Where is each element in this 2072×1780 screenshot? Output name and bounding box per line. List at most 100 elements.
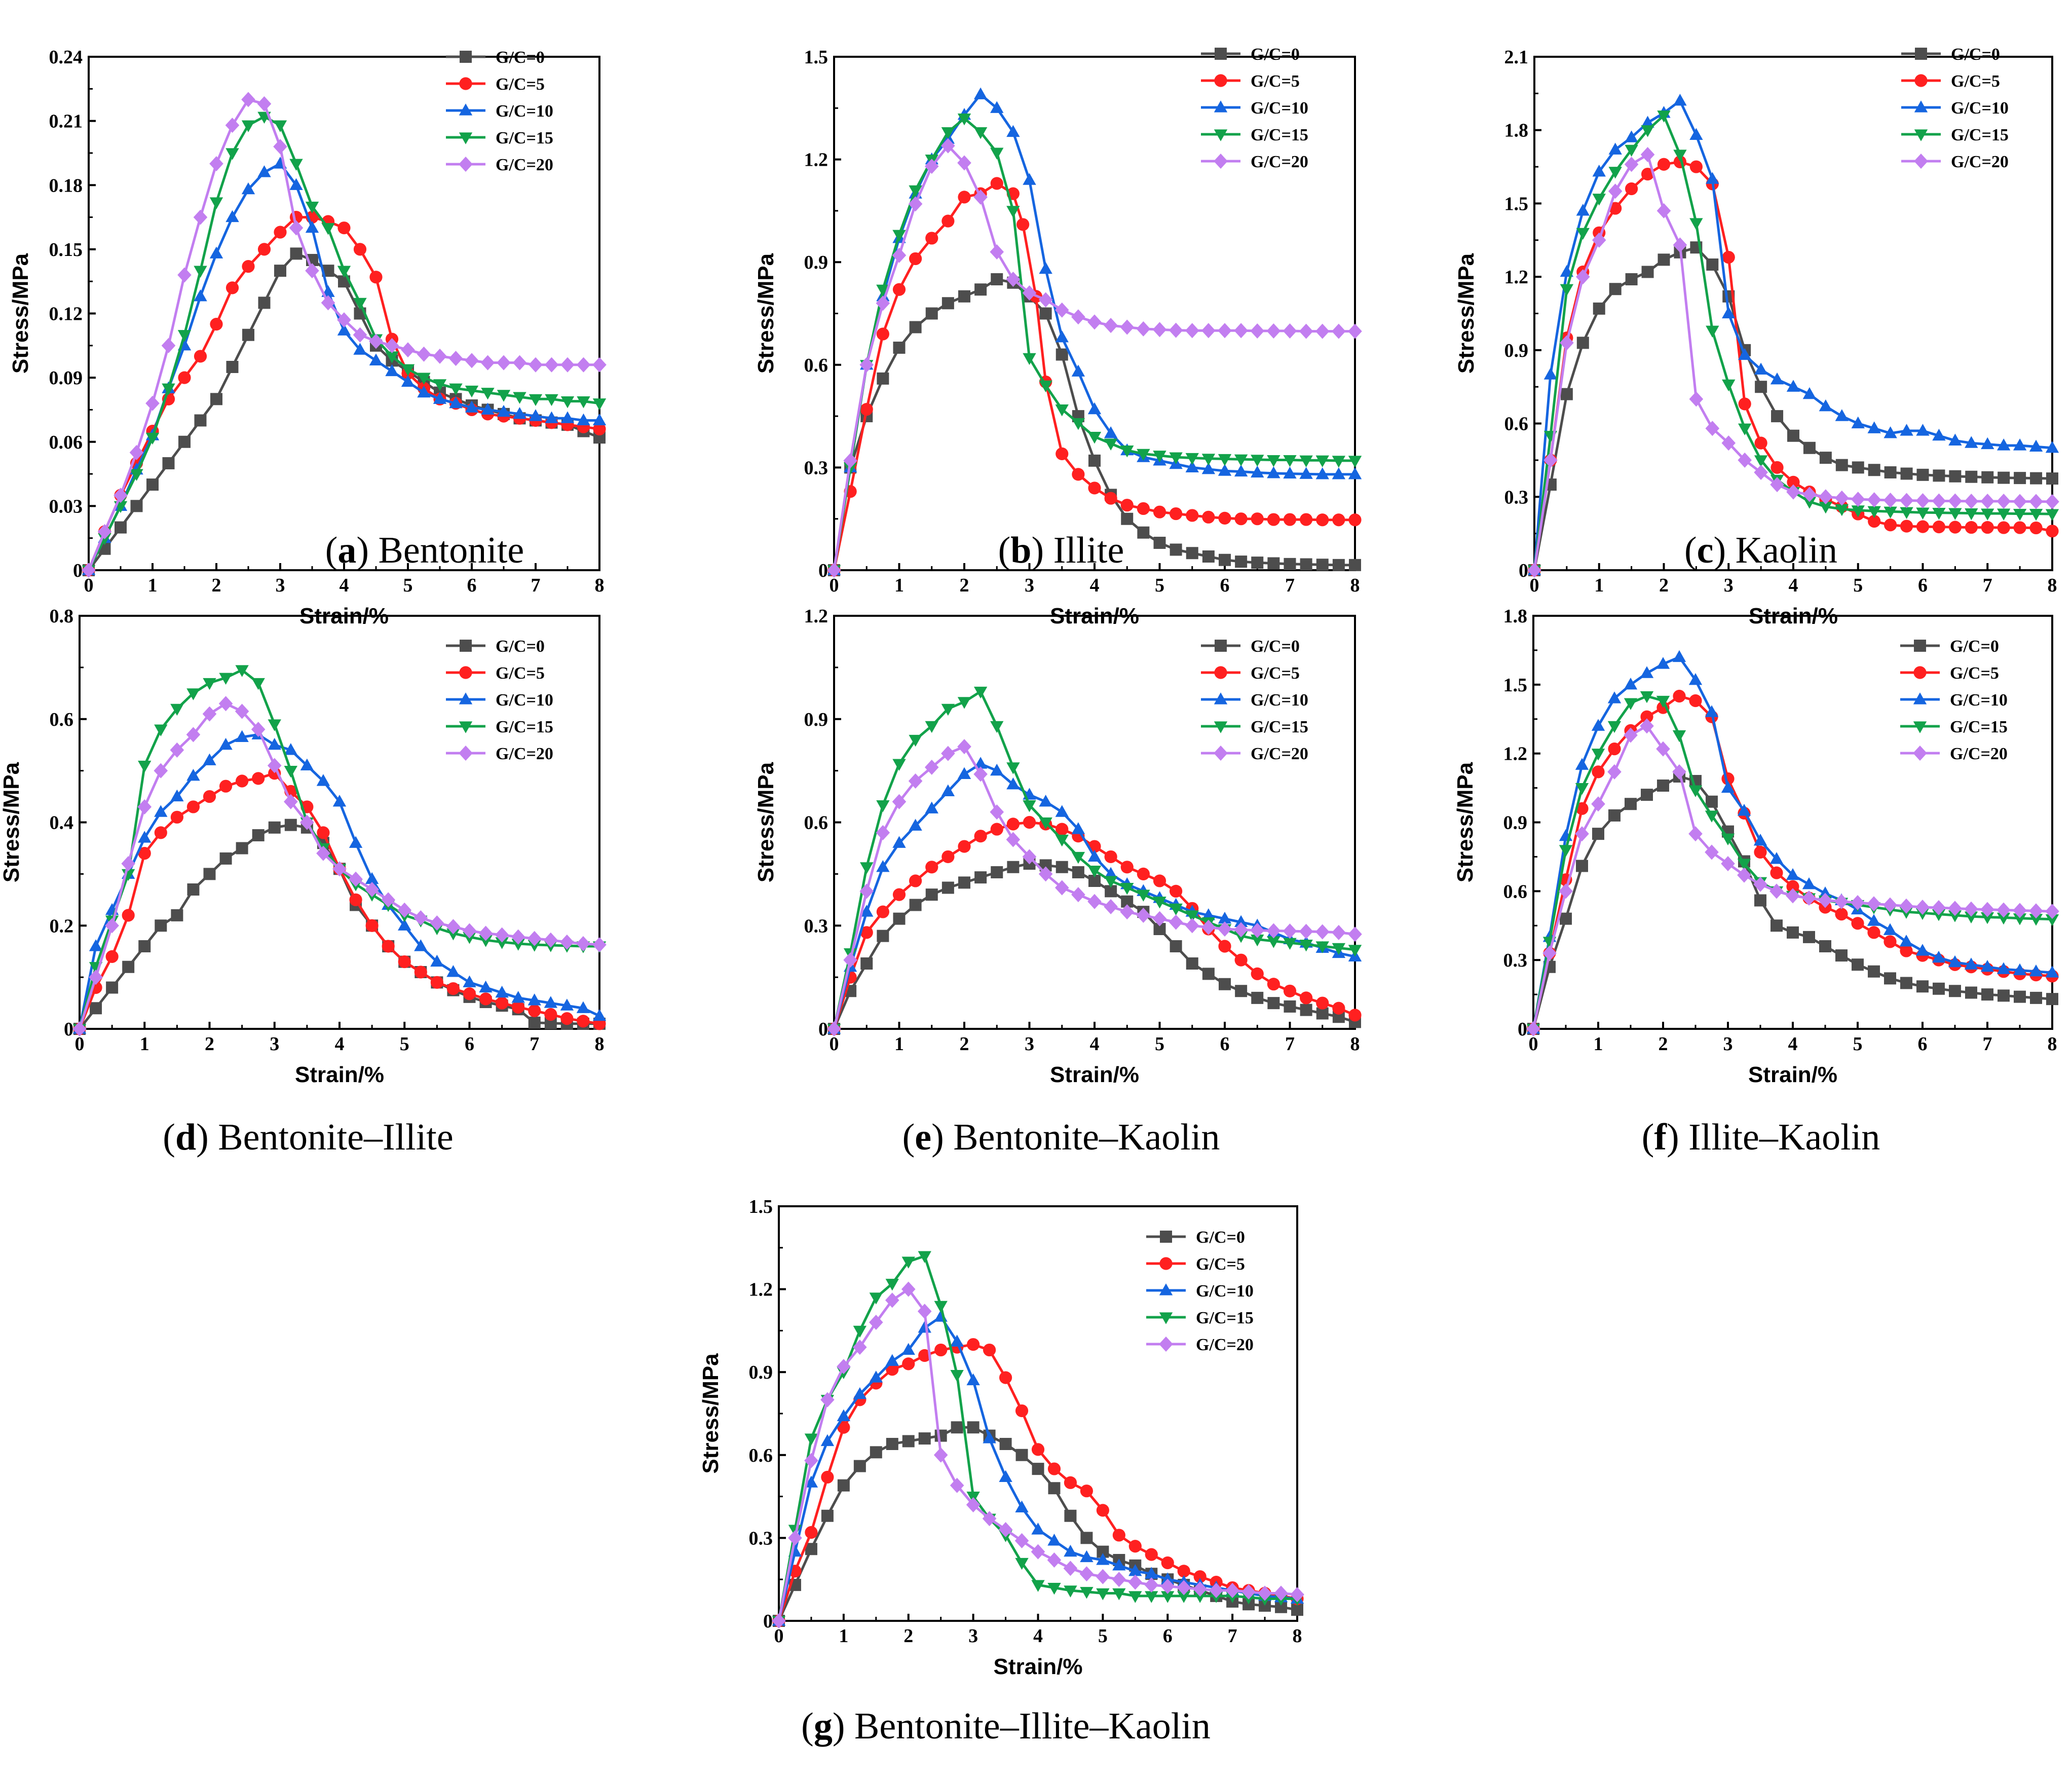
legend-label: G/C=0 (496, 48, 545, 67)
data-point (2014, 990, 2026, 1003)
data-point (430, 976, 443, 989)
data-point (1031, 1544, 1045, 1560)
data-point (1607, 764, 1622, 780)
data-point (1722, 250, 1735, 264)
data-point (337, 323, 351, 336)
y-tick-label: 0.21 (49, 111, 83, 132)
data-point (788, 1530, 802, 1546)
data-point (1056, 348, 1068, 361)
data-point (892, 759, 906, 771)
data-point (1063, 1561, 1078, 1576)
data-point (853, 1460, 866, 1472)
data-point (1169, 914, 1183, 930)
data-point (933, 1447, 948, 1463)
data-point (225, 210, 239, 222)
legend-label: G/C=15 (1196, 1309, 1254, 1327)
data-point (1170, 543, 1182, 556)
legend-marker (1914, 129, 1928, 141)
data-point (860, 862, 874, 874)
panel-caption: (f) Illite–Kaolin (1642, 1117, 1880, 1158)
data-point (1591, 796, 1605, 812)
data-point (1031, 1580, 1045, 1592)
data-point (1209, 1583, 1223, 1599)
x-tick-label: 1 (894, 575, 904, 596)
data-point (1088, 454, 1101, 467)
x-tick-label: 0 (75, 1033, 85, 1055)
data-point (1965, 986, 1977, 999)
data-point (1819, 489, 1833, 505)
data-point (909, 874, 922, 887)
data-point (908, 196, 923, 212)
data-point (1738, 452, 1752, 468)
data-point (446, 928, 460, 941)
data-point (369, 353, 383, 365)
y-tick-label: 0.9 (804, 709, 828, 730)
x-tick-label: 5 (1853, 575, 1863, 596)
data-point (257, 243, 271, 256)
data-point (305, 220, 319, 233)
legend-entry: G/C=15 (446, 129, 553, 147)
data-point (1015, 1500, 1029, 1513)
data-point (462, 923, 477, 939)
data-point (1819, 452, 1832, 464)
data-point (235, 665, 249, 677)
data-point (1056, 823, 1069, 836)
data-point (1706, 325, 1719, 338)
data-point (576, 357, 591, 373)
legend-entry: G/C=0 (446, 48, 545, 67)
data-point (465, 400, 479, 413)
data-point (560, 396, 575, 409)
data-point (268, 719, 281, 731)
caption-letter: b (1010, 530, 1031, 571)
panel-caption: (e) Bentonite–Kaolin (902, 1117, 1220, 1158)
data-point (973, 757, 988, 769)
data-point (1201, 462, 1216, 474)
data-point (138, 940, 151, 952)
data-point (909, 185, 922, 198)
data-point (193, 209, 208, 225)
data-point (2013, 913, 2027, 925)
data-point (974, 871, 987, 884)
data-point (1705, 705, 1719, 717)
data-point (544, 1008, 557, 1021)
data-point (463, 975, 476, 987)
data-point (305, 201, 319, 214)
data-point (1640, 718, 1654, 734)
data-point (1072, 866, 1084, 878)
series-line-0 (87, 252, 600, 571)
data-point (934, 1343, 948, 1357)
x-tick-label: 1 (839, 1625, 848, 1647)
data-point (353, 343, 367, 355)
data-point (1031, 1443, 1045, 1456)
data-point (1819, 501, 1833, 514)
data-point (951, 1421, 963, 1434)
data-point (1998, 471, 2010, 484)
data-point (1096, 1588, 1110, 1601)
data-point (137, 799, 152, 814)
data-point (925, 888, 938, 901)
data-point (805, 1543, 817, 1555)
data-point (241, 120, 255, 132)
legend-entry: G/C=0 (1201, 45, 1300, 64)
data-point (999, 1371, 1012, 1384)
data-point (1080, 1485, 1094, 1498)
data-point (219, 852, 232, 865)
data-point (1006, 125, 1020, 137)
y-axis-title: Stress/MPa (754, 253, 778, 374)
data-point (463, 987, 476, 1000)
data-point (1097, 1545, 1109, 1558)
data-point (145, 432, 160, 445)
data-point (1104, 850, 1117, 864)
data-point (1851, 917, 1864, 930)
x-tick-label: 4 (1788, 1033, 1798, 1055)
data-point (1112, 1572, 1126, 1587)
data-point (966, 1373, 980, 1386)
data-point (958, 840, 971, 853)
data-point (1088, 874, 1101, 887)
data-point (1170, 507, 1183, 521)
panel-caption: (c) Kaolin (1684, 530, 1837, 571)
data-point (901, 1343, 915, 1355)
data-point (1996, 493, 2011, 509)
y-tick-label: 0 (818, 560, 828, 581)
data-point (843, 453, 857, 468)
